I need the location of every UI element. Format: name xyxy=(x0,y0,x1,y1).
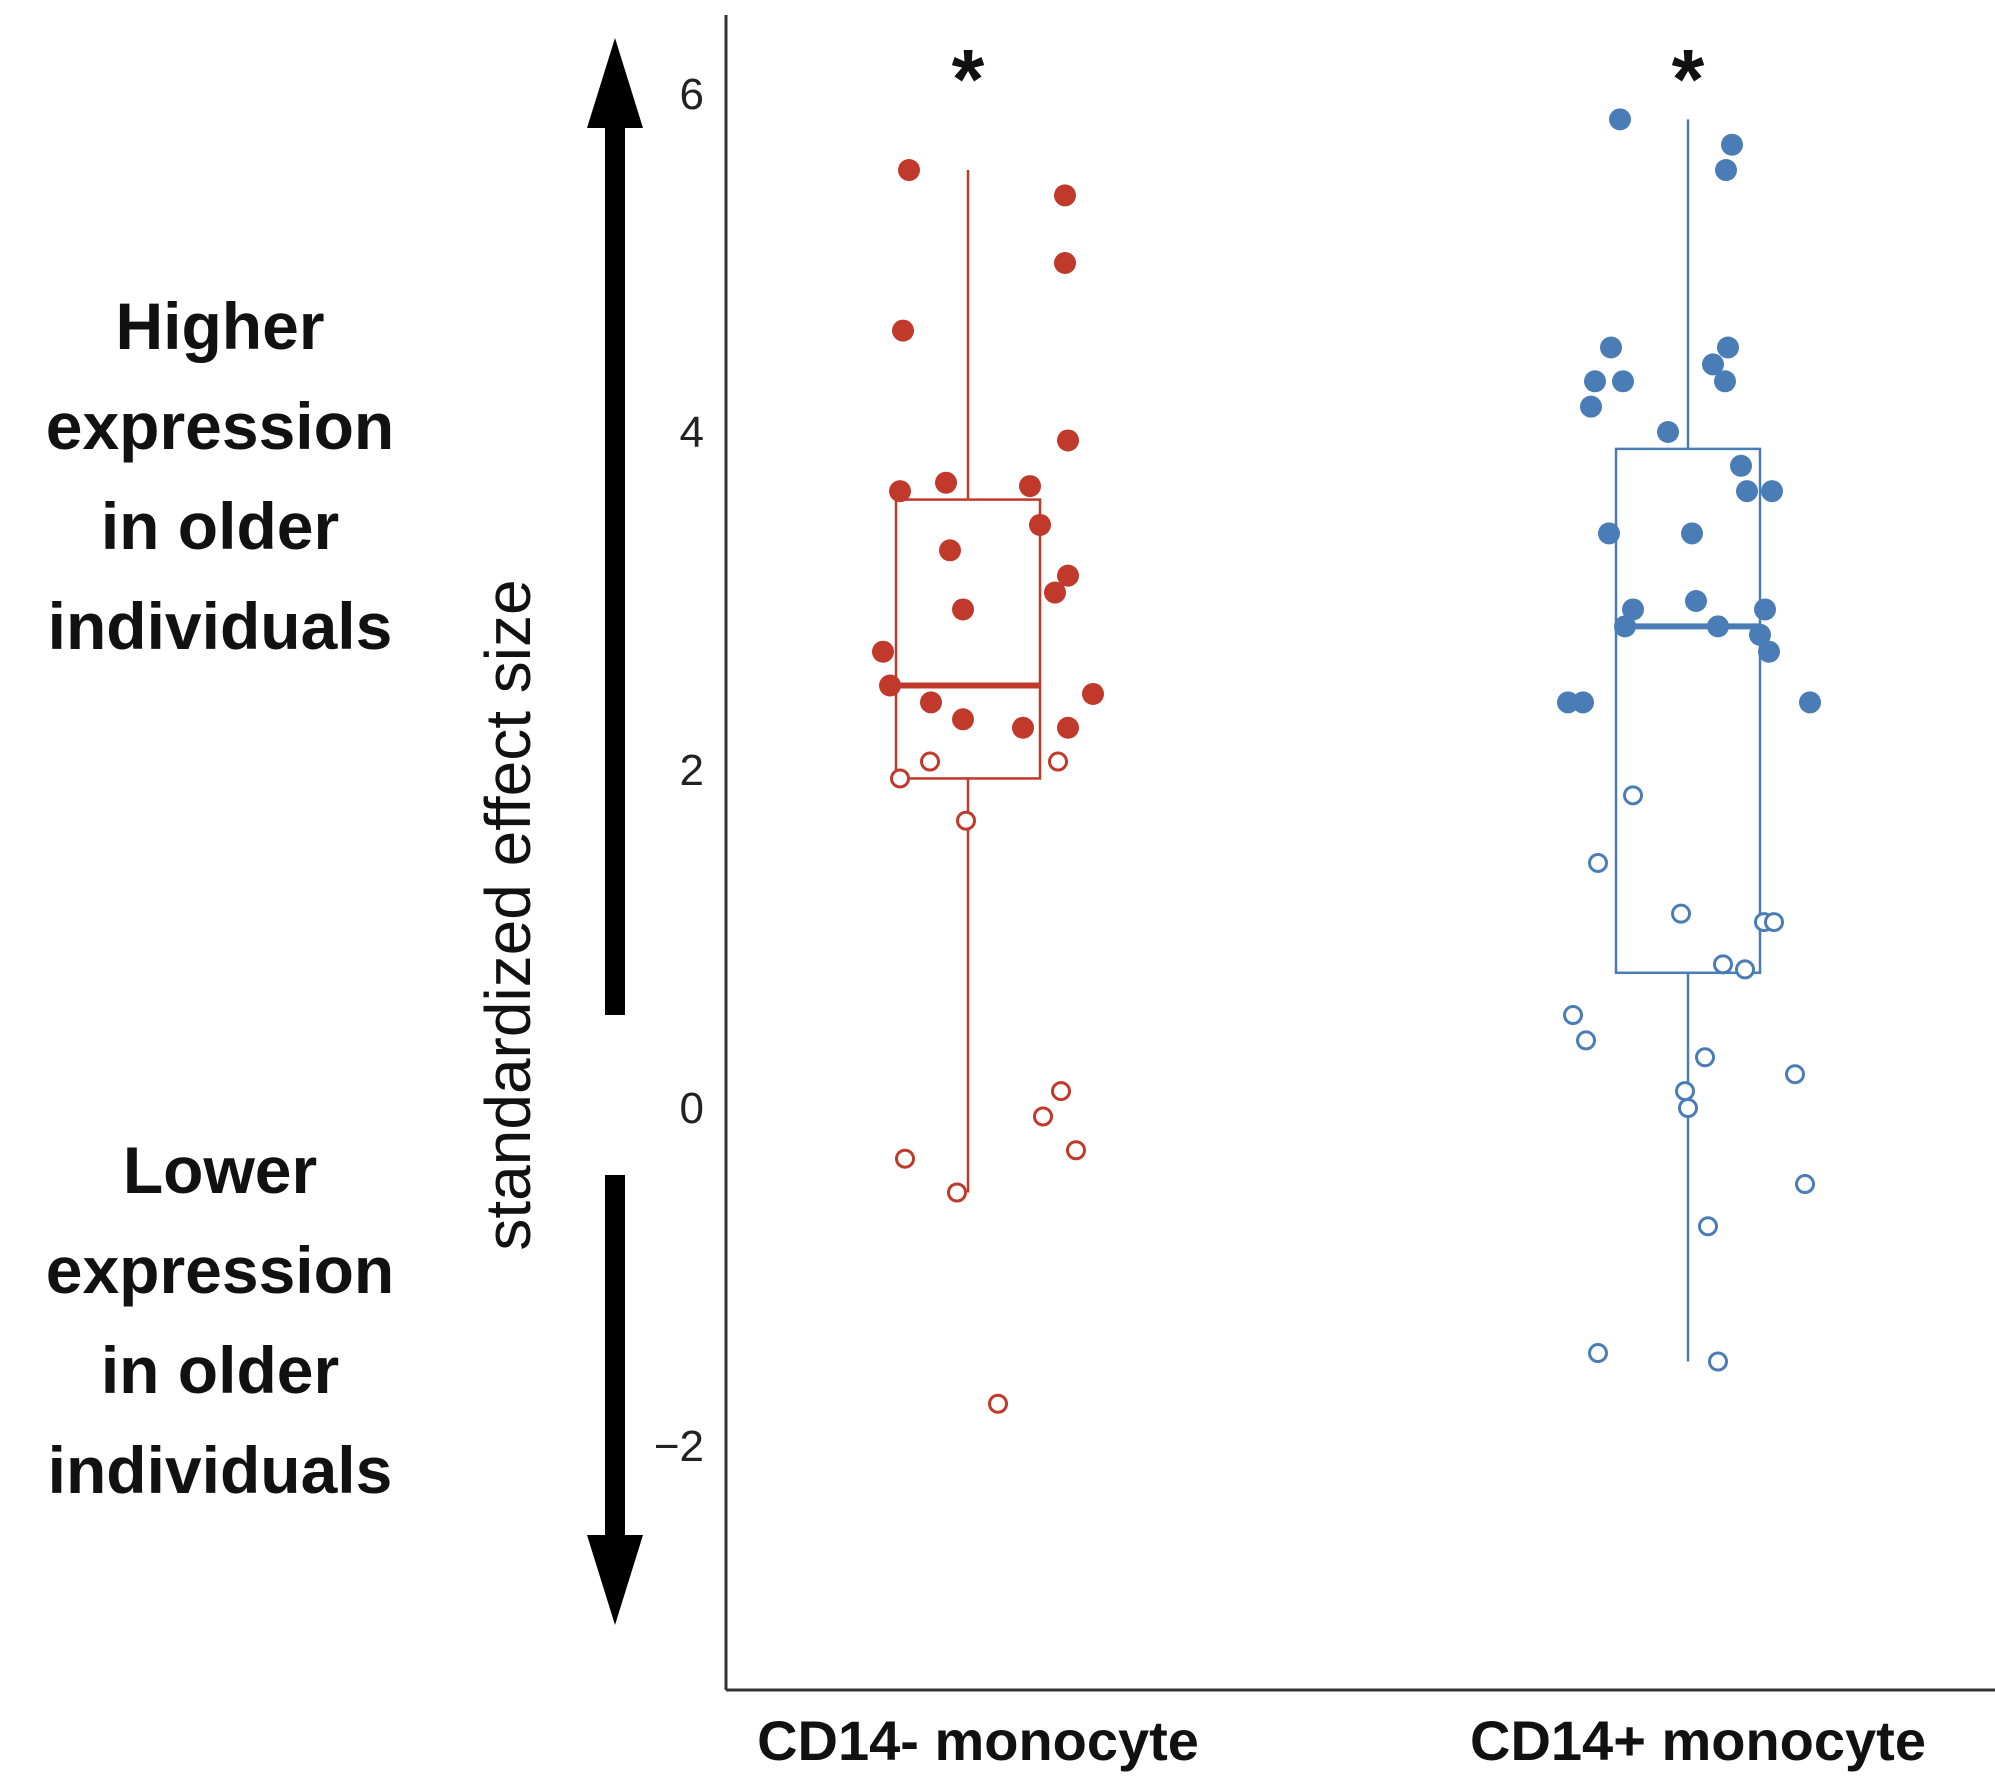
data-point xyxy=(1657,421,1679,443)
data-point xyxy=(889,480,911,503)
data-point-open xyxy=(1695,1047,1715,1068)
data-point-open xyxy=(895,1148,915,1169)
data-point-open xyxy=(1563,1005,1583,1026)
data-point xyxy=(1584,370,1606,393)
data-point xyxy=(1612,370,1634,393)
data-point xyxy=(1012,716,1034,739)
data-point xyxy=(1572,691,1594,714)
data-point xyxy=(1685,590,1707,612)
y-tick-label: 4 xyxy=(680,408,704,457)
box xyxy=(1614,447,1762,975)
data-point-open xyxy=(988,1393,1008,1414)
data-point-open xyxy=(1051,1081,1071,1102)
data-point-open xyxy=(920,751,940,772)
data-point xyxy=(1799,691,1821,714)
data-point xyxy=(1715,159,1737,182)
data-point xyxy=(1600,336,1622,359)
data-point xyxy=(1761,480,1783,503)
data-point-open xyxy=(1708,1351,1728,1372)
data-point xyxy=(879,674,901,697)
data-point-open xyxy=(1698,1216,1718,1237)
data-point xyxy=(1580,395,1602,418)
data-point xyxy=(952,598,974,621)
data-point xyxy=(1054,252,1076,274)
data-point xyxy=(1029,513,1051,536)
data-point-open xyxy=(1576,1030,1596,1051)
data-point xyxy=(1758,640,1780,663)
data-point xyxy=(1681,522,1703,545)
data-point xyxy=(1749,623,1771,646)
data-point-open xyxy=(956,810,976,831)
y-tick-label: 2 xyxy=(680,746,704,795)
data-point xyxy=(1754,598,1776,621)
data-point-open xyxy=(1066,1140,1086,1161)
data-point-open xyxy=(1713,954,1733,975)
data-point-open xyxy=(1033,1106,1053,1127)
data-point xyxy=(1717,336,1739,359)
y-tick-label: 0 xyxy=(680,1084,704,1133)
y-tick-label: 6 xyxy=(680,70,704,119)
data-point xyxy=(1057,564,1079,587)
lower-expression-label: Lower expression in older individuals xyxy=(45,1133,395,1507)
data-point xyxy=(920,691,942,714)
data-point xyxy=(898,159,920,182)
data-point-open xyxy=(1623,785,1643,806)
data-point xyxy=(892,319,914,342)
y-axis-label: standardized effect size xyxy=(472,579,544,1250)
significance-star: * xyxy=(1672,32,1705,126)
significance-star: * xyxy=(952,32,985,126)
data-point-open xyxy=(1675,1081,1695,1102)
data-point xyxy=(1702,353,1724,376)
up-arrow-icon xyxy=(587,38,643,1015)
data-point-open xyxy=(890,768,910,789)
data-point-open xyxy=(947,1182,967,1203)
y-tick-label: −2 xyxy=(654,1422,704,1471)
data-point xyxy=(1082,682,1104,705)
data-point-open xyxy=(1671,903,1691,924)
data-point-open xyxy=(1588,1343,1608,1364)
data-point xyxy=(939,539,961,562)
data-point-open xyxy=(1735,959,1755,980)
data-point xyxy=(1614,615,1636,638)
series-cd14-negative: * CD14- monocyte xyxy=(757,32,1199,1772)
series-cd14-positive: * CD14+ monocyte xyxy=(1470,32,1926,1772)
data-point xyxy=(952,708,974,731)
y-ticks: 6 4 2 0 −2 xyxy=(654,70,704,1471)
data-point xyxy=(1736,480,1758,503)
data-point xyxy=(1730,454,1752,477)
data-point xyxy=(1707,615,1729,638)
data-point xyxy=(1622,598,1644,621)
data-point-open xyxy=(1795,1174,1815,1195)
data-point-open xyxy=(1678,1098,1698,1118)
data-point-open xyxy=(1785,1064,1805,1085)
data-point xyxy=(1714,370,1736,393)
x-category-label: CD14+ monocyte xyxy=(1470,1709,1926,1772)
data-point xyxy=(1721,133,1743,156)
data-point xyxy=(1019,475,1041,498)
data-point xyxy=(935,471,957,494)
data-point xyxy=(1057,716,1079,739)
data-point xyxy=(1598,522,1620,545)
x-category-label: CD14- monocyte xyxy=(757,1709,1199,1772)
data-point xyxy=(1057,429,1079,452)
higher-expression-label: Higher expression in older individuals xyxy=(45,289,395,663)
data-point xyxy=(872,640,894,663)
series-layer: * CD14- monocyte * CD14+ monocyte xyxy=(757,32,1926,1772)
data-point-open xyxy=(1048,751,1068,772)
data-point xyxy=(1044,581,1066,604)
data-point xyxy=(1609,108,1631,131)
data-point-open xyxy=(1588,852,1608,873)
down-arrow-icon xyxy=(587,1175,643,1625)
data-point-open xyxy=(1764,912,1784,933)
data-point xyxy=(1054,184,1076,207)
